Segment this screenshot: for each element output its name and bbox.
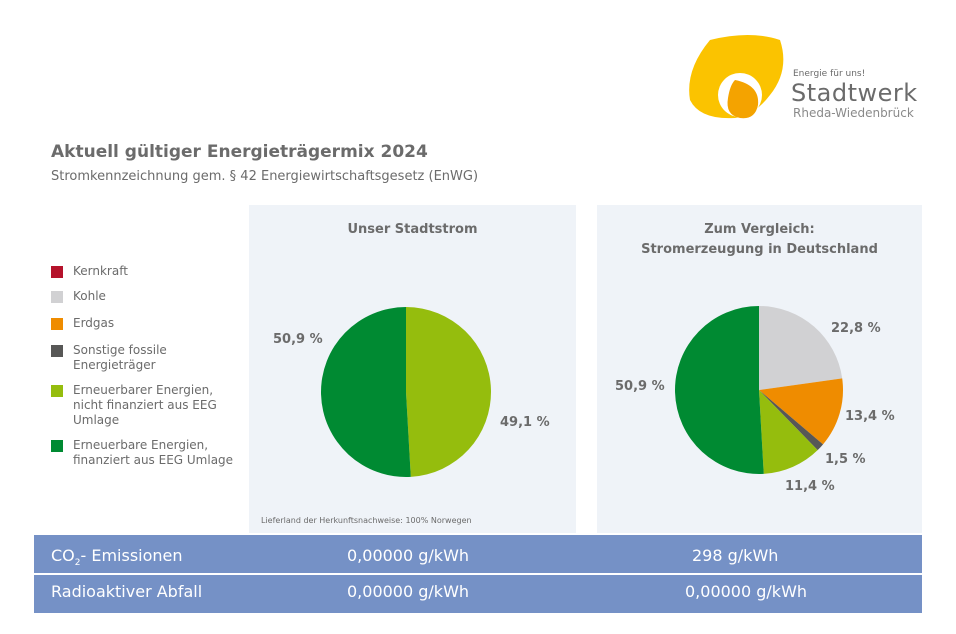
slice-label: 49,1 %: [500, 415, 550, 430]
pie-slice: [759, 306, 843, 390]
slice-label: 1,5 %: [825, 452, 866, 467]
page-title: Aktuell gültiger Energieträgermix 2024: [51, 142, 428, 162]
row-waste: Radioaktiver Abfall 0,00000 g/kWh 0,0000…: [34, 573, 922, 611]
pie-slice: [321, 307, 411, 477]
panel-title: Unser Stadtstrom: [347, 222, 478, 237]
panel-deutschland: Zum Vergleich: Stromerzeugung in Deutschl…: [597, 205, 922, 533]
row-divider: [34, 573, 922, 575]
stadtwerk-logo: [689, 35, 784, 119]
co2-label: CO: [51, 546, 75, 565]
legend-swatch: [51, 291, 63, 303]
legend-label: Kohle: [73, 289, 106, 303]
origin-note: Lieferland der Herkunftsnachweise: 100% …: [261, 516, 472, 525]
legend-item: Kohle: [51, 289, 243, 304]
legend-item: Erneuerbarer Energien, nicht finanziert …: [51, 383, 243, 428]
slice-label: 22,8 %: [831, 321, 881, 336]
legend-label: Erneuerbare Energien, finanziert aus EEG…: [73, 438, 234, 467]
legend-label: Erneuerbarer Energien, nicht finanziert …: [73, 383, 217, 427]
waste-ours: 0,00000 g/kWh: [347, 582, 470, 601]
legend-swatch: [51, 385, 63, 397]
row-co2: CO2- Emissionen 0,00000 g/kWh 298 g/kWh: [34, 537, 922, 575]
legend-item: Erneuerbare Energien, finanziert aus EEG…: [51, 438, 243, 468]
page-subtitle: Stromkennzeichnung gem. § 42 Energiewirt…: [51, 169, 479, 184]
pie-slice: [759, 390, 824, 451]
slice-label: 50,9 %: [273, 332, 323, 347]
co2-de: 298 g/kWh: [692, 546, 779, 565]
slice-label: 13,4 %: [845, 409, 895, 424]
pie-chart-stadtstrom: 49,1 % 50,9 %: [273, 307, 550, 477]
pie-slice: [759, 378, 843, 445]
logo-city: Rheda-Wiedenbrück: [793, 106, 914, 120]
co2-suffix: - Emissionen: [80, 546, 183, 565]
title-line: Stromerzeugung in Deutschland: [641, 242, 878, 257]
waste-de: 0,00000 g/kWh: [685, 582, 808, 601]
logo-name: Stadtwerk: [791, 79, 918, 107]
legend-swatch: [51, 318, 63, 330]
legend-label: Erdgas: [73, 316, 115, 330]
title-line: Zum Vergleich:: [704, 222, 815, 237]
co2-subscript: 2: [74, 558, 81, 569]
legend-swatch: [51, 345, 63, 357]
pie-slice: [759, 390, 818, 474]
legend-swatch: [51, 266, 63, 278]
pie-slice: [406, 307, 492, 477]
slice-label: 50,9 %: [615, 379, 665, 394]
row-label: Radioaktiver Abfall: [51, 582, 203, 601]
logo-tagline: Energie für uns!: [793, 69, 866, 79]
legend: Kernkraft Kohle Erdgas Sonstige fossile Ene…: [51, 264, 243, 478]
co2-ours: 0,00000 g/kWh: [347, 546, 470, 565]
pie-chart-deutschland: 22,8 % 13,4 % 1,5 % 11,4 % 50,9 %: [615, 306, 895, 494]
row-label: CO2- Emissionen: [51, 537, 183, 582]
panel-title: Zum Vergleich: Stromerzeugung in Deutschl…: [597, 220, 922, 260]
legend-label: Sonstige fossile Energieträger: [73, 343, 167, 372]
legend-item: Sonstige fossile Energieträger: [51, 343, 243, 373]
emissions-table: CO2- Emissionen 0,00000 g/kWh 298 g/kWh …: [34, 535, 922, 613]
slice-label: 11,4 %: [785, 479, 835, 494]
pie-slice: [674, 306, 764, 474]
legend-item: Kernkraft: [51, 264, 243, 279]
legend-item: Erdgas: [51, 316, 243, 331]
legend-label: Kernkraft: [73, 264, 128, 278]
legend-swatch: [51, 440, 63, 452]
panel-stadtstrom: Unser Stadtstrom 49,1 % 50,9 % Lieferland…: [249, 205, 576, 533]
